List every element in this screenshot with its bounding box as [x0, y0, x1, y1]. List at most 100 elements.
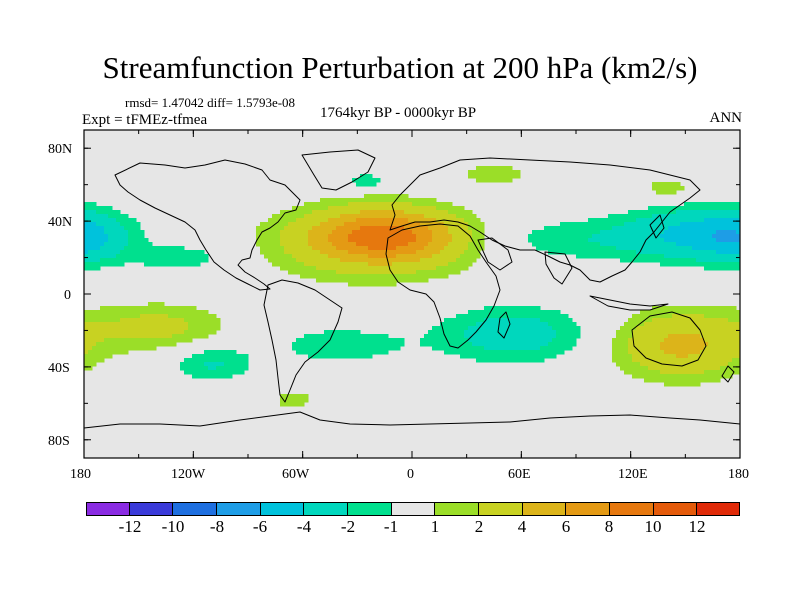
- field-cell: [360, 270, 365, 275]
- field-cell: [672, 182, 677, 187]
- field-cell: [368, 282, 373, 287]
- field-cell: [672, 190, 677, 195]
- field-cell: [104, 246, 109, 251]
- field-cell: [428, 202, 433, 207]
- field-cell: [680, 382, 685, 387]
- field-cell: [356, 198, 361, 203]
- field-cell: [564, 226, 569, 231]
- field-cell: [332, 210, 337, 215]
- field-cell: [460, 206, 465, 211]
- field-cell: [656, 370, 661, 375]
- field-cell: [696, 330, 701, 335]
- field-cell: [292, 250, 297, 255]
- field-cell: [336, 354, 341, 359]
- field-cell: [396, 242, 401, 247]
- field-cell: [700, 374, 705, 379]
- field-cell: [672, 374, 677, 379]
- field-cell: [144, 318, 149, 323]
- field-cell: [388, 282, 393, 287]
- field-cell: [716, 358, 721, 363]
- field-cell: [632, 230, 637, 235]
- field-cell: [328, 234, 333, 239]
- colorbar-swatch: [173, 502, 218, 516]
- field-cell: [480, 358, 485, 363]
- field-cell: [328, 346, 333, 351]
- field-cell: [644, 234, 649, 239]
- field-cell: [348, 282, 353, 287]
- field-cell: [632, 314, 637, 319]
- field-cell: [512, 174, 517, 179]
- field-cell: [736, 206, 741, 211]
- field-cell: [208, 350, 213, 355]
- field-cell: [652, 310, 657, 315]
- field-cell: [592, 218, 597, 223]
- field-cell: [684, 246, 689, 251]
- field-cell: [732, 250, 737, 255]
- field-cell: [304, 210, 309, 215]
- field-cell: [692, 226, 697, 231]
- field-cell: [672, 370, 677, 375]
- field-cell: [700, 222, 705, 227]
- field-cell: [736, 318, 741, 323]
- field-cell: [84, 266, 89, 271]
- field-cell: [368, 222, 373, 227]
- field-cell: [184, 338, 189, 343]
- field-cell: [316, 338, 321, 343]
- field-cell: [468, 346, 473, 351]
- field-cell: [652, 318, 657, 323]
- field-cell: [508, 170, 513, 175]
- field-cell: [428, 342, 433, 347]
- field-cell: [304, 214, 309, 219]
- field-cell: [448, 270, 453, 275]
- field-cell: [124, 310, 129, 315]
- field-cell: [528, 334, 533, 339]
- field-cell: [316, 238, 321, 243]
- field-cell: [396, 210, 401, 215]
- field-cell: [564, 222, 569, 227]
- field-cell: [492, 334, 497, 339]
- field-cell: [316, 346, 321, 351]
- field-cell: [656, 338, 661, 343]
- field-cell: [576, 330, 581, 335]
- field-cell: [644, 374, 649, 379]
- field-cell: [700, 242, 705, 247]
- field-cell: [680, 310, 685, 315]
- field-cell: [116, 230, 121, 235]
- field-cell: [184, 358, 189, 363]
- field-cell: [564, 330, 569, 335]
- field-cell: [308, 238, 313, 243]
- field-cell: [704, 378, 709, 383]
- colorbar-swatch: [260, 502, 305, 516]
- field-cell: [440, 254, 445, 259]
- field-cell: [456, 270, 461, 275]
- field-cell: [736, 354, 741, 359]
- field-cell: [332, 222, 337, 227]
- field-cell: [476, 250, 481, 255]
- field-cell: [484, 170, 489, 175]
- field-cell: [416, 246, 421, 251]
- field-cell: [384, 258, 389, 263]
- field-cell: [444, 250, 449, 255]
- field-cell: [340, 274, 345, 279]
- field-cell: [96, 258, 101, 263]
- field-cell: [656, 374, 661, 379]
- field-cell: [380, 218, 385, 223]
- field-cell: [380, 210, 385, 215]
- field-cell: [196, 374, 201, 379]
- field-cell: [200, 366, 205, 371]
- field-cell: [304, 274, 309, 279]
- field-cell: [324, 226, 329, 231]
- field-cell: [124, 350, 129, 355]
- field-cell: [720, 258, 725, 263]
- field-cell: [192, 254, 197, 259]
- field-cell: [176, 322, 181, 327]
- field-cell: [104, 234, 109, 239]
- field-cell: [592, 222, 597, 227]
- field-cell: [372, 206, 377, 211]
- field-cell: [356, 350, 361, 355]
- field-cell: [520, 334, 525, 339]
- field-cell: [340, 198, 345, 203]
- field-cell: [344, 342, 349, 347]
- field-cell: [88, 346, 93, 351]
- field-cell: [436, 266, 441, 271]
